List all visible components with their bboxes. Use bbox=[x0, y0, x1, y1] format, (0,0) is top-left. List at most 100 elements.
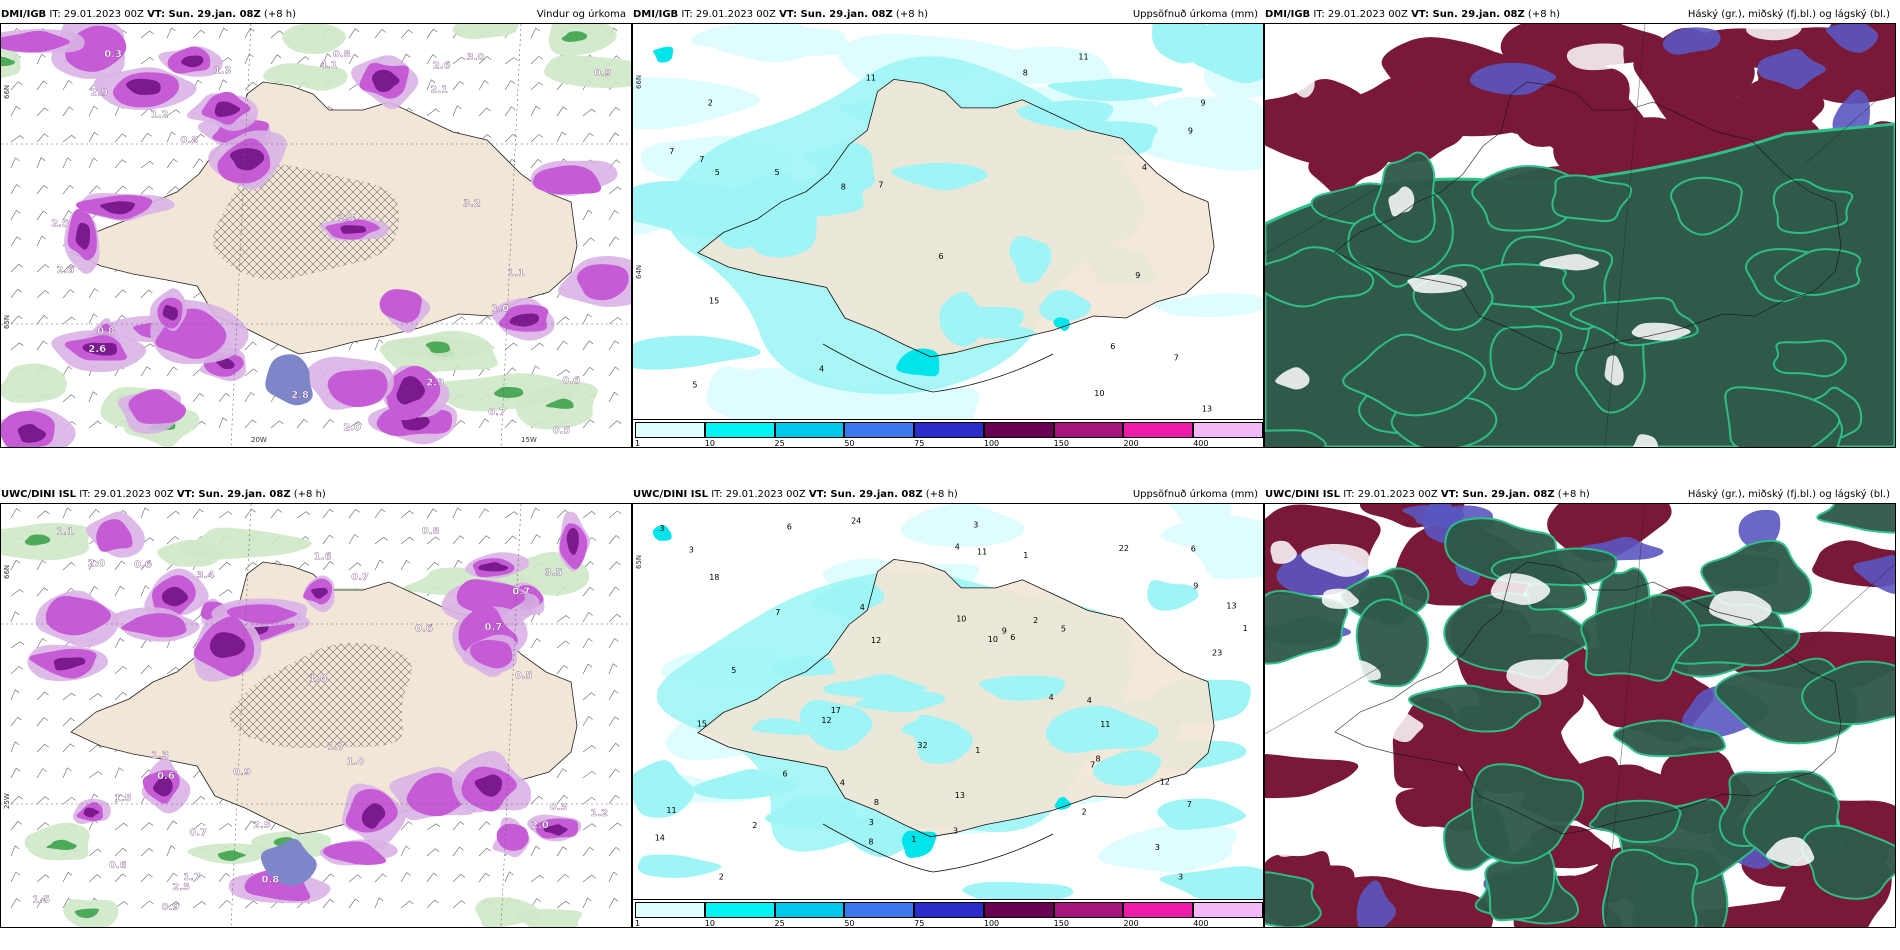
lead-time: (+8 h) bbox=[260, 9, 296, 20]
accum-value-label: 22 bbox=[1119, 544, 1129, 553]
accum-value-label: 32 bbox=[917, 741, 927, 750]
graticule-label: 66N bbox=[3, 565, 11, 579]
map-canvas bbox=[1265, 504, 1895, 927]
precip-rate-label: 1.6 bbox=[314, 552, 332, 563]
colorbar-tick-label: 75 bbox=[914, 919, 925, 928]
precip-rate-label: 0.7 bbox=[189, 827, 207, 838]
panel-uwc-accum-precip: UWC/DINI ISL IT: 29.01.2023 00Z VT: Sun.… bbox=[632, 480, 1264, 928]
map-area[interactable]: 0.7 0.7 0.8 0.7 3.4 2.5 1.5 1.5 1.7 2.0 1.0 2.5 1.6 1… bbox=[0, 503, 632, 928]
precip-rate-label: 0.8 bbox=[333, 49, 351, 60]
accum-value-label: 3 bbox=[973, 520, 978, 529]
colorbar-cell bbox=[1123, 422, 1194, 438]
colorbar-tick-label: 25 bbox=[774, 439, 785, 448]
accum-value-label: 8 bbox=[1096, 754, 1101, 763]
accum-value-label: 7 bbox=[1187, 800, 1192, 809]
init-time: IT: 29.01.2023 00Z bbox=[1340, 489, 1441, 500]
precip-rate-label: 2.0 bbox=[531, 820, 549, 831]
panel-dmi-clouds: DMI/IGB IT: 29.01.2023 00Z VT: Sun. 29.j… bbox=[1264, 0, 1896, 448]
graticule-label: 64N bbox=[635, 265, 643, 279]
precip-rate-label: 0.9 bbox=[233, 767, 251, 778]
model-source: DMI/IGB bbox=[1265, 9, 1311, 20]
map-area[interactable] bbox=[1264, 23, 1896, 448]
accum-value-label: 4 bbox=[955, 543, 960, 552]
colorbar-tick-label: 200 bbox=[1123, 919, 1139, 928]
valid-time-label: VT: bbox=[779, 9, 798, 20]
precip-rate-label: 2.5 bbox=[172, 882, 190, 893]
accum-value-label: 6 bbox=[1010, 633, 1015, 642]
precip-rate-label: 3.4 bbox=[197, 570, 215, 581]
colorbar-cell bbox=[914, 902, 984, 918]
map-area[interactable]: 4 13 11 6 7 7 9 11 8 8 7 9 10 5 5 2 7 6 4 15 9 5 66N 64N 1 10 25 5… bbox=[632, 23, 1264, 448]
precip-rate-label: 3.0 bbox=[467, 52, 485, 63]
field-title: Háský (gr.), miðský (fj.bl.) og lágský (… bbox=[1687, 9, 1890, 20]
colorbar-cell bbox=[704, 422, 775, 438]
accum-value-label: 4 bbox=[1049, 693, 1054, 702]
precip-rate-label: 4.1 bbox=[320, 60, 338, 71]
init-time: IT: 29.01.2023 00Z bbox=[76, 489, 177, 500]
valid-time-label: VT: bbox=[1411, 9, 1430, 20]
accum-value-label: 6 bbox=[1191, 544, 1196, 553]
accum-value-label: 11 bbox=[1078, 53, 1088, 62]
precip-rate-label: 0.6 bbox=[415, 623, 433, 634]
colorbar-tick-label: 25 bbox=[774, 919, 785, 928]
precip-rate-label: 2.0 bbox=[88, 559, 106, 570]
valid-time: Sun. 29.jan. 08Z bbox=[797, 9, 893, 20]
accum-value-label: 13 bbox=[1226, 601, 1236, 610]
colorbar-cell bbox=[774, 902, 845, 918]
precip-rate-label: 1.2 bbox=[151, 109, 169, 120]
colorbar-cell bbox=[774, 422, 845, 438]
map-area[interactable]: 17 3 4 11 13 11 2 3 1 1 1 1 4 4 3 3 7 8 10 9 12 6 3 22 24 32 8 6 10 8… bbox=[632, 503, 1264, 928]
lead-time: (+8 h) bbox=[1554, 489, 1590, 500]
accum-value-label: 8 bbox=[874, 798, 879, 807]
precip-rate-label: 1.1 bbox=[56, 527, 74, 538]
precip-rate-label: 0.8 bbox=[180, 135, 198, 146]
init-time: IT: 29.01.2023 00Z bbox=[678, 9, 780, 20]
model-source: UWC/DINI ISL bbox=[1265, 489, 1341, 500]
panel-dmi-wind-precip: DMI/IGB IT: 29.01.2023 00Z VT: Sun. 29.j… bbox=[0, 0, 632, 448]
accum-value-label: 17 bbox=[831, 706, 841, 715]
accum-value-label: 3 bbox=[869, 818, 874, 827]
panel-dmi-accum-precip: DMI/IGB IT: 29.01.2023 00Z VT: Sun. 29.j… bbox=[632, 0, 1264, 448]
model-source: UWC/DINI ISL bbox=[633, 489, 709, 500]
precip-rate-label: 1.8 bbox=[337, 213, 355, 224]
precip-rate-label: 0.6 bbox=[157, 771, 175, 782]
accum-value-label: 4 bbox=[840, 778, 845, 787]
coastline bbox=[697, 558, 1215, 838]
precip-rate-label: 1.5 bbox=[32, 894, 50, 905]
map-area[interactable] bbox=[1264, 503, 1896, 928]
iceland-land bbox=[698, 559, 1215, 837]
accum-value-label: 18 bbox=[709, 573, 719, 582]
precip-rate-label: 1.3 bbox=[151, 750, 169, 761]
precip-rate-label: 3.2 bbox=[463, 199, 481, 210]
precip-rate-label: 2.0 bbox=[343, 423, 361, 434]
accum-value-label: 12 bbox=[871, 636, 881, 645]
precip-rate-label: 1.5 bbox=[114, 793, 132, 804]
accum-value-label: 13 bbox=[955, 791, 965, 800]
accum-value-label: 7 bbox=[1174, 353, 1179, 362]
colorbar-tick-label: 50 bbox=[844, 439, 855, 448]
accum-value-label: 1 bbox=[1023, 551, 1028, 560]
precip-rate-label: 0.7 bbox=[351, 572, 369, 583]
precip-rate-label: 2.5 bbox=[253, 820, 271, 831]
accum-value-label: 5 bbox=[715, 168, 720, 177]
precip-rate-label: 1.2 bbox=[590, 808, 608, 819]
colorbar-tick-label: 100 bbox=[983, 439, 1000, 448]
colorbar-tick-label: 400 bbox=[1193, 919, 1209, 928]
accum-value-label: 23 bbox=[1212, 648, 1222, 657]
accum-value-label: 6 bbox=[1110, 342, 1115, 351]
valid-time: Sun. 29.jan. 08Z bbox=[1458, 489, 1555, 500]
accum-value-label: 2 bbox=[708, 98, 713, 107]
colorbar-cell bbox=[1053, 902, 1124, 918]
field-title: Vindur og úrkoma bbox=[536, 9, 626, 20]
accum-value-label: 11 bbox=[977, 548, 987, 557]
colorbar-tick-label: 1 bbox=[635, 439, 641, 448]
precip-rate-label: 1.7 bbox=[327, 742, 345, 753]
lead-time: (+8 h) bbox=[922, 489, 958, 500]
precip-rate-label: 0.8 bbox=[97, 326, 115, 337]
colorbar-cell bbox=[844, 902, 915, 918]
map-area[interactable]: 0.8 0.8 2.9 3.2 2.8 2.6 2.6 2.6 2.0 1.2 1.8 2.9 0.6 0… bbox=[0, 23, 632, 448]
coastline bbox=[1334, 561, 1842, 835]
precip-rate-label: 0.3 bbox=[104, 49, 122, 60]
field-title: Uppsöfnuð úrkoma (mm) bbox=[1132, 489, 1258, 500]
